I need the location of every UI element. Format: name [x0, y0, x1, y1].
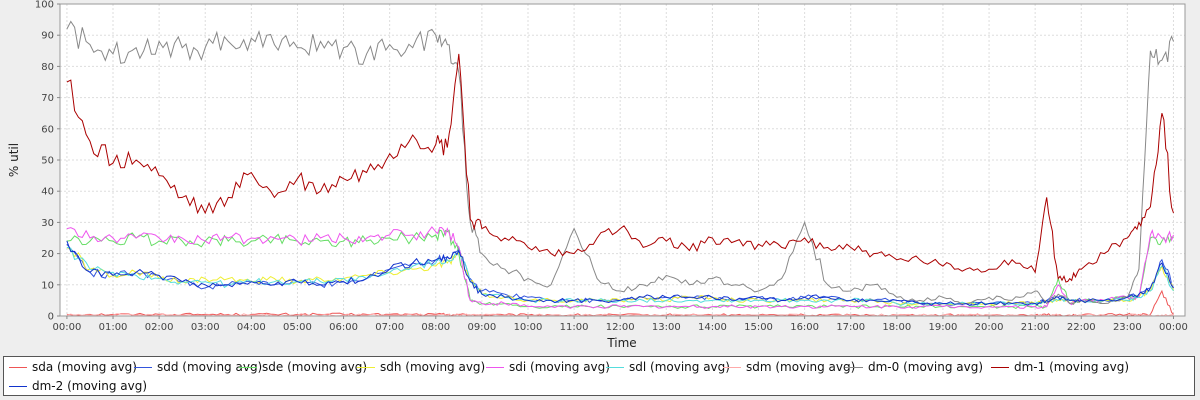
legend-label: sdd (moving avg): [157, 360, 263, 374]
legend-item: sdi (moving avg): [484, 358, 610, 376]
legend-label: sdl (moving avg): [629, 360, 730, 374]
legend-swatch: [723, 366, 741, 368]
chart-legend: sda (moving avg) sdd (moving avg) sde (mov…: [3, 356, 1195, 396]
x-tick-label: 00:00: [1159, 322, 1188, 333]
legend-swatch: [357, 366, 375, 368]
legend-swatch: [239, 366, 257, 368]
series-line-dm-0: [66, 20, 1174, 306]
y-tick-label: 60: [41, 124, 54, 135]
x-tick-label: 14:00: [698, 322, 727, 333]
legend-item: dm-2 (moving avg): [7, 377, 147, 395]
y-tick-label: 90: [41, 31, 54, 42]
x-tick-label: 16:00: [790, 322, 819, 333]
legend-label: sde (moving avg): [262, 360, 368, 374]
series-line-sdm: [66, 313, 1174, 317]
y-tick-label: 0: [48, 312, 54, 323]
legend-item: sdl (moving avg): [604, 358, 730, 376]
legend-label: sdm (moving avg): [746, 360, 856, 374]
x-tick-label: 00:00: [53, 322, 82, 333]
x-tick-label: 07:00: [375, 322, 404, 333]
x-tick-label: 01:00: [99, 322, 128, 333]
x-tick-label: 05:00: [283, 322, 312, 333]
legend-item: sdd (moving avg): [132, 358, 262, 376]
legend-item: sda (moving avg): [7, 358, 137, 376]
series-line-dm-2: [66, 240, 1174, 306]
x-tick-label: 09:00: [467, 322, 496, 333]
legend-item: sde (moving avg): [237, 358, 367, 376]
legend-swatch: [9, 385, 27, 387]
legend-label: sdi (moving avg): [509, 360, 610, 374]
y-tick-label: 20: [41, 249, 54, 260]
utilization-chart: 0 10 20 30 40 50 60 70 80 90 100 00:00 01:00 02:00 03…: [7, 0, 1188, 350]
legend-label: dm-1 (moving avg): [1014, 360, 1130, 374]
x-tick-label: 08:00: [421, 322, 450, 333]
x-tick-label: 20:00: [975, 322, 1004, 333]
x-tick-label: 21:00: [1021, 322, 1050, 333]
series-line-sdi: [66, 226, 1174, 309]
y-tick-label: 10: [41, 280, 54, 291]
x-tick-label: 11:00: [560, 322, 589, 333]
x-tick-label: 12:00: [606, 322, 635, 333]
x-axis-label: Time: [606, 336, 636, 350]
series-line-dm-1: [66, 53, 1174, 283]
series-layer: [66, 20, 1174, 317]
legend-item: sdm (moving avg): [721, 358, 855, 376]
y-tick-label: 30: [41, 218, 54, 229]
legend-label: sdh (moving avg): [380, 360, 486, 374]
legend-label: sda (moving avg): [32, 360, 137, 374]
x-tick-label: 02:00: [145, 322, 174, 333]
legend-swatch: [486, 366, 504, 368]
x-tick-label: 15:00: [744, 322, 773, 333]
legend-swatch: [606, 366, 624, 368]
legend-swatch: [134, 366, 152, 368]
x-tick-label: 03:00: [191, 322, 220, 333]
legend-swatch: [9, 366, 27, 368]
legend-item: sdh (moving avg): [355, 358, 485, 376]
x-tick-label: 13:00: [652, 322, 681, 333]
y-axis-label: % util: [7, 143, 21, 177]
legend-label: dm-0 (moving avg): [868, 360, 984, 374]
legend-swatch: [991, 366, 1009, 368]
y-tick-label: 50: [41, 156, 54, 167]
x-tick-label: 19:00: [929, 322, 958, 333]
legend-label: dm-2 (moving avg): [32, 379, 148, 393]
y-tick-label: 100: [35, 0, 54, 11]
x-tick-label: 04:00: [237, 322, 266, 333]
legend-item: dm-1 (moving avg): [989, 358, 1129, 376]
x-tick-label: 23:00: [1113, 322, 1142, 333]
y-tick-label: 80: [41, 62, 54, 73]
legend-item: dm-0 (moving avg): [843, 358, 983, 376]
x-tick-label: 17:00: [836, 322, 865, 333]
x-tick-label: 10:00: [514, 322, 543, 333]
y-axis-ticks: 0 10 20 30 40 50 60 70 80 90 100: [35, 0, 60, 323]
y-tick-label: 40: [41, 187, 54, 198]
legend-swatch: [845, 366, 863, 368]
x-tick-label: 18:00: [882, 322, 911, 333]
x-tick-label: 22:00: [1067, 322, 1096, 333]
x-axis-ticks: 00:00 01:00 02:00 03:00 04:00 05:00 06:00 07:00…: [53, 316, 1188, 333]
x-tick-label: 06:00: [329, 322, 358, 333]
y-tick-label: 70: [41, 93, 54, 104]
